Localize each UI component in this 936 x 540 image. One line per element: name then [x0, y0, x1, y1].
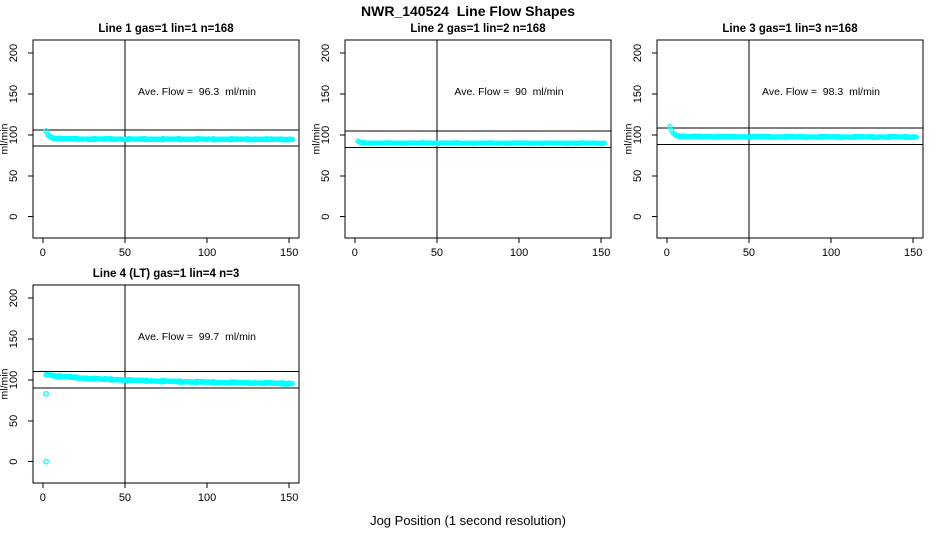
panel-line-3: 0 50 100 150 0 50 100 150 200 ml/min Line 3 gas=1…: [624, 20, 936, 265]
data-point: [289, 136, 295, 142]
x-tick-label: 0: [40, 247, 46, 259]
x-tick-label: 50: [743, 247, 755, 259]
figure-title: NWR_140524 Line Flow Shapes: [361, 3, 575, 19]
x-tick-label: 100: [822, 247, 840, 259]
y-tick-label: 50: [8, 415, 20, 427]
x-tick-label: 50: [119, 492, 131, 504]
x-tick-label: 150: [280, 492, 298, 504]
plot-area: 0 50 100 150 0 50 100 150 200 ml/min: [624, 39, 924, 259]
x-tick-label: 100: [510, 247, 528, 259]
x-tick-label: 0: [664, 247, 670, 259]
x-axis-label: Jog Position (1 second resolution): [370, 513, 566, 528]
outlier-point: [43, 390, 49, 397]
y-tick-label: 200: [632, 44, 644, 62]
empty-cell: [624, 265, 936, 510]
y-axis-title: ml/min: [312, 123, 323, 154]
y-tick-label: 50: [632, 170, 644, 182]
panel-line-4: 0 50 100 150 0 50 100 150 200 ml/min Line 4 (LT) …: [0, 265, 312, 510]
outlier-point: [43, 458, 49, 465]
x-tick-label: 100: [198, 492, 216, 504]
panel-grid: 0 50 100 150 0 50 100 150 200 ml/min Line 1 gas=1…: [0, 20, 936, 510]
panel-line-1: 0 50 100 150 0 50 100 150 200 ml/min Line 1 gas=1…: [0, 20, 312, 265]
empty-cell: [312, 265, 624, 510]
x-tick-label: 0: [352, 247, 358, 259]
plot-box: [344, 39, 612, 239]
y-axis-title: ml/min: [624, 123, 635, 154]
x-tick-label: 150: [904, 247, 922, 259]
x-tick-label: 50: [119, 247, 131, 259]
x-tick-label: 150: [592, 247, 610, 259]
y-tick-label: 0: [8, 214, 20, 220]
panel-title: Line 4 (LT) gas=1 lin=4 n=3: [92, 268, 240, 280]
y-tick-label: 100: [8, 126, 20, 144]
y-tick-label: 100: [8, 371, 20, 389]
y-tick-label: 0: [320, 214, 332, 220]
y-tick-label: 150: [8, 330, 20, 348]
plot-area: 0 50 100 150 0 50 100 150 200 ml/min: [0, 284, 300, 504]
y-tick-label: 200: [8, 44, 20, 62]
ave-flow-annotation: Ave. Flow = 98.3 ml/min: [762, 86, 880, 98]
data-point: [913, 134, 919, 140]
y-tick-label: 150: [8, 85, 20, 103]
plot-area: 0 50 100 150 0 50 100 150 200 ml/min: [312, 39, 612, 259]
y-tick-label: 50: [8, 170, 20, 182]
panel-title: Line 3 gas=1 lin=3 n=168: [722, 23, 858, 35]
x-tick-label: 0: [40, 492, 46, 504]
x-tick-label: 100: [198, 247, 216, 259]
y-tick-label: 0: [8, 459, 20, 465]
x-tick-label: 50: [431, 247, 443, 259]
y-tick-label: 200: [320, 44, 332, 62]
y-tick-label: 150: [632, 85, 644, 103]
data-point: [289, 380, 295, 387]
y-tick-label: 200: [8, 289, 20, 307]
ave-flow-annotation: Ave. Flow = 90 ml/min: [454, 86, 564, 98]
plot-box: [32, 284, 300, 484]
y-tick-label: 100: [632, 126, 644, 144]
ave-flow-annotation: Ave. Flow = 99.7 ml/min: [138, 331, 256, 343]
panel-line-2: 0 50 100 150 0 50 100 150 200 ml/min Line 2 gas=1…: [312, 20, 624, 265]
panel-title: Line 2 gas=1 lin=2 n=168: [410, 23, 546, 35]
y-tick-label: 100: [320, 126, 332, 144]
x-tick-label: 150: [280, 247, 298, 259]
data-point: [601, 140, 607, 146]
plot-box: [32, 39, 300, 239]
plot-box: [656, 39, 924, 239]
y-tick-label: 50: [320, 170, 332, 182]
panel-title: Line 1 gas=1 lin=1 n=168: [98, 23, 234, 35]
y-axis-title: ml/min: [0, 123, 11, 154]
y-tick-label: 0: [632, 214, 644, 220]
ave-flow-annotation: Ave. Flow = 96.3 ml/min: [138, 86, 256, 98]
plot-area: 0 50 100 150 0 50 100 150 200 ml/min: [0, 39, 300, 259]
y-tick-label: 150: [320, 85, 332, 103]
y-axis-title: ml/min: [0, 368, 11, 399]
